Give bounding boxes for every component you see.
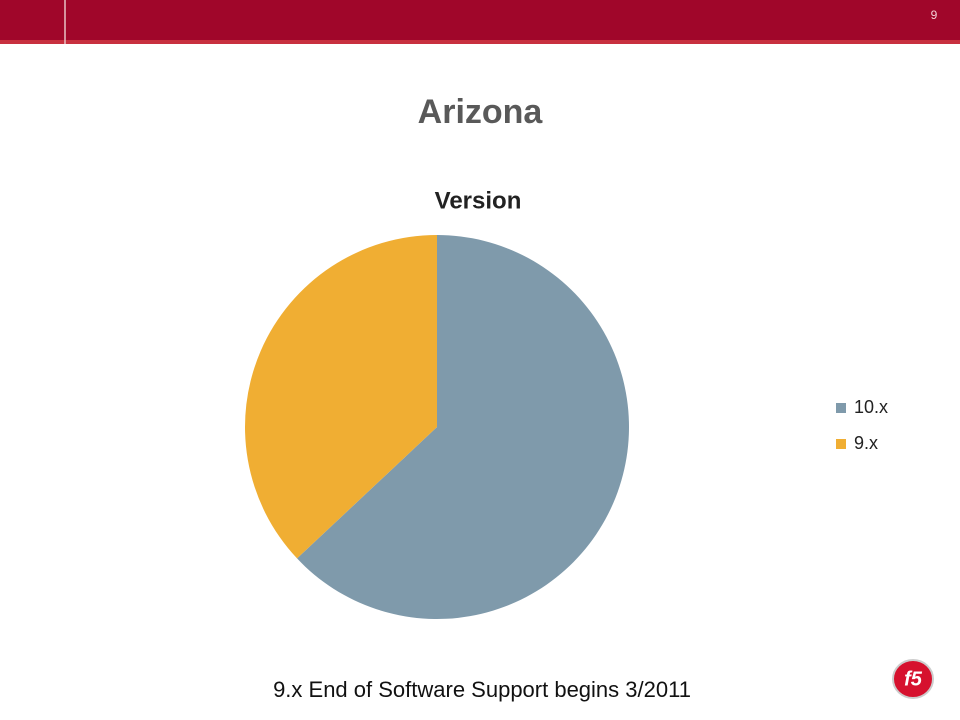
- slide-number: 9: [931, 8, 938, 22]
- header-bar: [0, 0, 960, 40]
- logo: f5: [892, 659, 934, 699]
- legend-label: 9.x: [854, 433, 878, 453]
- legend-label: 10.x: [854, 397, 888, 417]
- slide-title: Arizona: [418, 93, 544, 131]
- logo-text: f5: [904, 668, 923, 690]
- footer-text: 9.x End of Software Support begins 3/201…: [273, 677, 691, 702]
- pie-slice: [245, 235, 437, 559]
- legend-swatch: [836, 439, 846, 449]
- chart-title: Version: [435, 187, 522, 214]
- pie-slice: [297, 235, 630, 620]
- logo-badge: [892, 659, 934, 699]
- header-stripe: [0, 40, 960, 44]
- legend-swatch: [836, 403, 846, 413]
